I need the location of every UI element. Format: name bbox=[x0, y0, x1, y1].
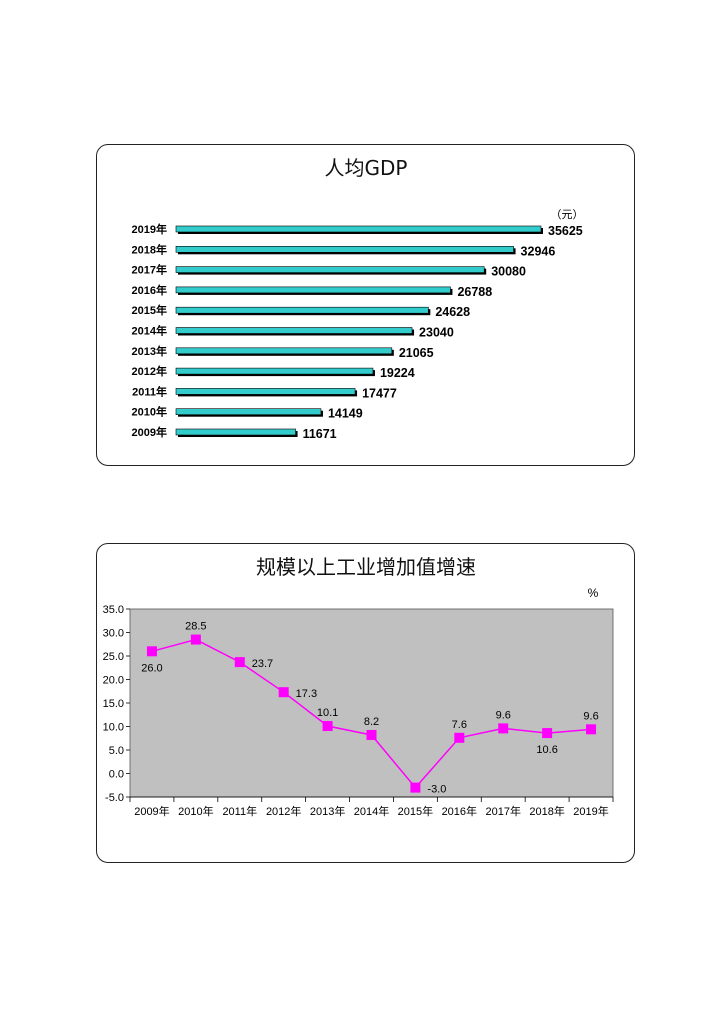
industry-chart-panel: 规模以上工业增加值增速 % 35.0 30.0 25.0 20.0 15.0 10.0 5.… bbox=[96, 543, 635, 863]
data-label: 9.6 bbox=[496, 709, 511, 721]
data-label: 10.6 bbox=[536, 744, 557, 756]
gdp-value-label: 35625 bbox=[548, 224, 583, 238]
data-label: 9.6 bbox=[583, 710, 598, 722]
gdp-bar bbox=[175, 266, 485, 273]
x-tick-label: 2013年 bbox=[310, 804, 345, 818]
series-point bbox=[190, 634, 201, 645]
gdp-value-label: 14149 bbox=[328, 407, 363, 421]
gdp-year-label: 2019年 bbox=[132, 222, 167, 236]
gdp-value-label: 26788 bbox=[457, 285, 492, 299]
series-point bbox=[366, 729, 377, 740]
series-point bbox=[498, 723, 509, 734]
data-label: 23.7 bbox=[252, 658, 273, 670]
gdp-value-label: 23040 bbox=[419, 326, 454, 340]
series-point bbox=[322, 721, 333, 732]
y-tick-label: 30.0 bbox=[103, 628, 124, 640]
series-point bbox=[410, 782, 421, 793]
data-label: 26.0 bbox=[141, 662, 162, 674]
gdp-bar bbox=[175, 246, 514, 253]
data-label: 7.6 bbox=[452, 719, 467, 731]
plot-background bbox=[129, 608, 614, 798]
gdp-year-label: 2012年 bbox=[132, 364, 167, 378]
gdp-bar bbox=[175, 225, 542, 233]
gdp-year-label: 2009年 bbox=[132, 425, 167, 439]
gdp-unit-label: （元） bbox=[551, 208, 584, 221]
gdp-bar bbox=[175, 306, 429, 314]
gdp-year-label: 2014年 bbox=[132, 324, 167, 338]
series-point bbox=[234, 657, 245, 668]
industry-chart-title: 规模以上工业增加值增速 bbox=[256, 555, 476, 579]
y-tick-label: -5.0 bbox=[105, 792, 124, 804]
gdp-chart-title: 人均GDP bbox=[325, 156, 408, 180]
industry-plot-area: 35.0 30.0 25.0 20.0 15.0 10.0 5.0 0.0 -5.0 2009年 2… bbox=[103, 604, 614, 818]
series-point bbox=[586, 724, 597, 735]
x-tick-label: 2011年 bbox=[222, 804, 257, 818]
y-tick-label: 5.0 bbox=[109, 745, 124, 757]
series-point bbox=[542, 728, 553, 739]
x-tick-label: 2014年 bbox=[354, 804, 389, 818]
gdp-value-label: 21065 bbox=[399, 346, 434, 360]
x-tick-label: 2017年 bbox=[485, 804, 520, 818]
y-tick-label: 35.0 bbox=[103, 604, 124, 616]
x-tick-label: 2018年 bbox=[529, 804, 564, 818]
x-tick-label: 2012年 bbox=[266, 804, 301, 818]
gdp-chart-panel: 人均GDP （元） 2019年 35625 2018年 32946 2017年 30080… bbox=[96, 144, 635, 466]
y-tick-label: 10.0 bbox=[103, 722, 124, 734]
data-label: 28.5 bbox=[185, 621, 206, 633]
gdp-bar-chart: 人均GDP （元） 2019年 35625 2018年 32946 2017年 30080… bbox=[132, 156, 584, 441]
gdp-year-label: 2018年 bbox=[132, 242, 167, 256]
gdp-value-label: 19224 bbox=[380, 366, 415, 380]
series-point bbox=[454, 732, 465, 743]
data-label: 10.1 bbox=[317, 707, 338, 719]
data-label: 17.3 bbox=[296, 688, 317, 700]
data-label: -3.0 bbox=[427, 784, 446, 796]
gdp-bar bbox=[175, 428, 296, 436]
industry-line-chart: 规模以上工业增加值增速 % 35.0 30.0 25.0 20.0 15.0 10.0 5.… bbox=[103, 555, 614, 818]
x-tick-label: 2010年 bbox=[178, 804, 213, 818]
series-point bbox=[146, 646, 157, 657]
gdp-year-label: 2017年 bbox=[132, 263, 167, 277]
y-tick-label: 15.0 bbox=[103, 698, 124, 710]
y-tick-label: 20.0 bbox=[103, 675, 124, 687]
y-tick-label: 25.0 bbox=[103, 651, 124, 663]
gdp-value-label: 30080 bbox=[491, 265, 526, 279]
industry-unit-label: % bbox=[588, 586, 599, 600]
series-point bbox=[278, 687, 289, 698]
gdp-year-label: 2016年 bbox=[132, 283, 167, 297]
gdp-bar bbox=[175, 327, 413, 334]
x-tick-label: 2015年 bbox=[398, 804, 433, 818]
gdp-bars: 2019年 35625 2018年 32946 2017年 30080 2016年 26788… bbox=[132, 222, 583, 441]
x-tick-label: 2019年 bbox=[573, 804, 608, 818]
gdp-year-label: 2013年 bbox=[132, 344, 167, 358]
gdp-year-label: 2011年 bbox=[132, 384, 167, 398]
gdp-year-label: 2010年 bbox=[132, 405, 167, 419]
y-tick-label: 0.0 bbox=[109, 769, 124, 781]
gdp-bar bbox=[175, 347, 393, 355]
gdp-value-label: 32946 bbox=[521, 244, 556, 258]
gdp-value-label: 11671 bbox=[303, 427, 337, 441]
gdp-bar bbox=[175, 388, 356, 395]
gdp-bar bbox=[175, 367, 374, 375]
gdp-bar bbox=[175, 286, 451, 294]
gdp-value-label: 24628 bbox=[435, 305, 470, 319]
gdp-year-label: 2015年 bbox=[132, 303, 167, 317]
x-tick-label: 2009年 bbox=[134, 804, 169, 818]
gdp-value-label: 17477 bbox=[362, 386, 397, 400]
gdp-bar bbox=[175, 408, 322, 416]
data-label: 8.2 bbox=[364, 716, 379, 728]
x-tick-label: 2016年 bbox=[442, 804, 477, 818]
